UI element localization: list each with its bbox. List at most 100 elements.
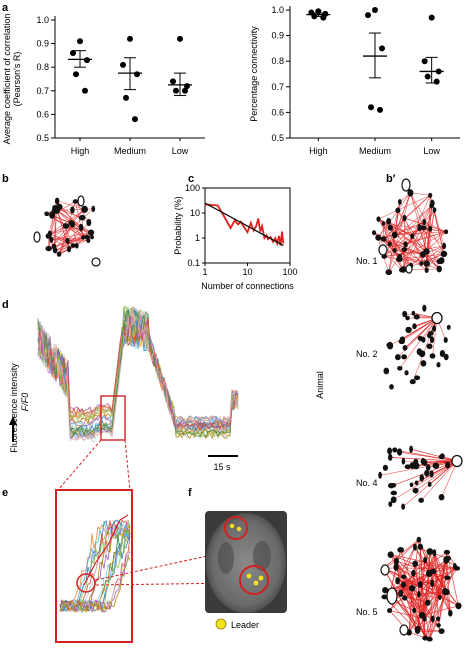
network-node [426,636,433,642]
leader-node [401,178,411,192]
network-edge [428,551,431,574]
y-tick-label: 0.6 [36,109,49,119]
fluorescence-trace [37,311,239,442]
network-animal-2 [383,304,451,390]
connectivity-chart: 0.5 0.6 0.7 0.8 0.9 1.0 High Medium Low Percentag… [249,5,460,156]
network-node [91,205,96,213]
network-node [432,325,437,332]
network-node [385,269,393,276]
network-node [371,230,377,236]
network-node [421,336,426,343]
network-node [427,481,432,488]
x-tick-label: High [309,146,328,156]
network-node [413,375,421,381]
network-node [422,218,427,226]
y-tick-label: 0.8 [271,56,284,66]
network-node [45,245,52,252]
network-node [440,453,445,460]
animal-label-4: No. 4 [356,478,378,488]
network-node [54,207,60,214]
data-point [433,78,440,85]
network-node [401,354,407,360]
network-node [419,612,426,619]
network-edge [432,317,438,356]
network-node [65,237,70,244]
network-node [429,336,435,344]
network-node [448,609,453,617]
network-node [429,203,434,209]
network-node [412,323,417,330]
network-node [413,314,420,320]
data-point [372,7,378,13]
network-edge [394,231,447,236]
network-node [389,384,394,390]
network-node [405,326,412,334]
network-edge [389,551,448,593]
data-point [177,35,183,42]
network-node [81,235,85,240]
network-edge [402,317,438,340]
network-node [419,251,426,258]
network-edge [399,451,458,462]
hub-node [451,454,463,468]
network-edge [429,460,458,485]
correlation-chart: 0.5 0.6 0.7 0.8 0.9 1.0 High Medium Low Average c… [2,14,205,156]
network-edge [400,549,423,616]
network-node [395,577,401,585]
network-edge [418,558,449,595]
network-edge [67,227,82,242]
data-point [421,58,428,65]
network-node [425,464,431,471]
network-node [422,459,428,467]
x-tick-label: Low [172,146,189,156]
network-node [435,616,441,622]
brain-ventricle-right [253,541,271,571]
zoomed-trace [59,551,131,613]
leader-legend-swatch [215,618,227,630]
network-node [446,324,451,330]
leader-legend-label: Leader [231,620,259,630]
network-node [396,256,403,263]
network-node [442,242,447,250]
network-node [417,543,424,551]
y-tick-label: 0.1 [187,258,200,268]
x-tick-label: Medium [114,146,146,156]
network-node [392,248,397,253]
network-node [378,471,382,479]
panel-label-b-prime: b′ [386,173,396,185]
leader-trace [83,514,129,586]
data-point [170,78,176,85]
network-node [412,487,419,494]
panel-label-e: e [2,487,8,499]
data-point [120,61,126,68]
data-point [368,104,374,111]
network-edge [403,576,426,639]
y-tick-label: 1 [195,233,200,243]
network-node [391,231,398,239]
network-edge [75,201,84,238]
network-edge [373,232,406,245]
network-node [424,267,429,273]
network-node [62,223,70,229]
y-tick-label: 100 [185,183,200,193]
network-node [69,220,76,228]
network-edge [378,218,412,267]
network-node [387,551,394,558]
animal-label-2: No. 2 [356,349,378,359]
network-node [437,595,442,600]
network-node [432,207,437,213]
network-edge [383,238,400,257]
network-edge [424,221,447,233]
network-node [387,224,393,231]
network-edge [394,210,399,235]
network-edge [51,232,92,240]
network-node [387,241,392,247]
network-edge [390,554,434,572]
network-edge [396,539,420,562]
network-edge [58,222,90,255]
network-node [432,549,437,557]
y-axis-label: Percentage connectivity [249,26,259,122]
data-point [182,87,188,94]
leader-node [378,244,388,256]
